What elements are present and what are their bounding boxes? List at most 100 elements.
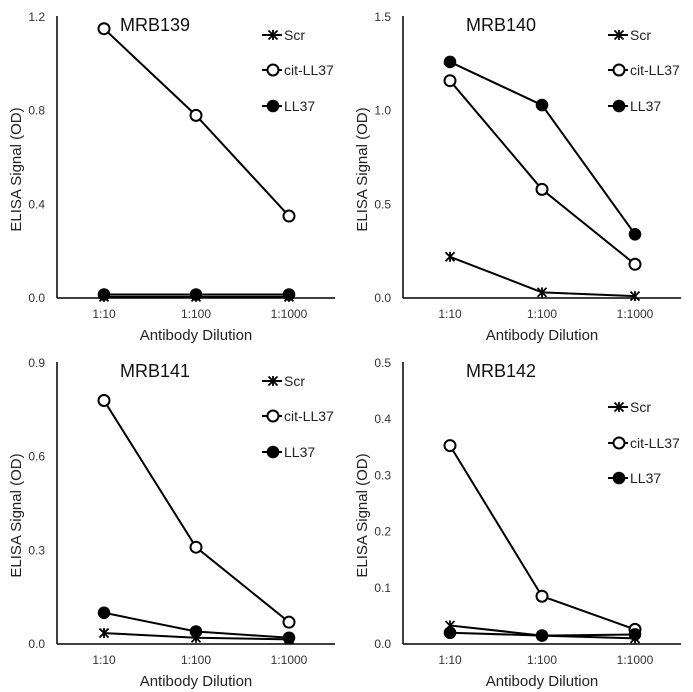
legend-label: cit-LL37 [630, 435, 680, 451]
x-tick-label: 1:10 [92, 307, 116, 321]
legend-marker-cit-ll37 [266, 63, 280, 77]
legend-label: LL37 [284, 98, 315, 114]
data-point-ll37 [282, 288, 296, 301]
legend-item-ll37: LL37 [262, 98, 315, 114]
y-axis-label: ELISA Signal (OD) [8, 453, 25, 577]
y-tick-label: 1.5 [374, 10, 391, 24]
chart-title: MRB139 [120, 15, 190, 35]
series-line-cit-ll37 [103, 27, 290, 217]
legend: Scr cit-LL37 LL37 [262, 373, 334, 460]
legend-marker-scr [613, 401, 625, 413]
data-point-ll37 [443, 55, 457, 69]
data-point-ll37 [443, 626, 457, 640]
y-tick-label: 0.4 [374, 412, 391, 426]
legend-label: Scr [284, 373, 305, 389]
legend-marker-ll37 [266, 99, 280, 113]
x-tick-label: 1:10 [92, 653, 116, 667]
y-tick-label: 1.0 [374, 104, 391, 118]
data-point-cit-ll37 [628, 257, 642, 271]
chart-title: MRB140 [466, 15, 536, 35]
data-point-cit-ll37 [443, 439, 457, 453]
y-tick-label: 0.3 [374, 468, 391, 482]
data-point-cit-ll37 [443, 74, 457, 88]
x-tick-label: 1:100 [181, 307, 211, 321]
y-axis-label: ELISA Signal (OD) [354, 107, 371, 231]
legend-label: LL37 [630, 470, 661, 486]
x-tick-label: 1:1000 [617, 307, 654, 321]
series-line-ll37 [449, 61, 636, 235]
y-tick-label: 0.8 [28, 104, 45, 118]
legend-marker-ll37 [612, 471, 626, 485]
chart-panel-mrb140: 0.0 0.5 1.0 1.5 1:10 1:100 1:1000 MRB140 Antibod… [354, 10, 681, 344]
data-point-ll37 [189, 288, 203, 301]
legend: Scr cit-LL37 LL37 [608, 399, 680, 486]
legend-marker-scr [267, 29, 279, 41]
y-tick-label: 0.0 [374, 291, 391, 305]
data-point-ll37 [97, 288, 111, 301]
chart-title: MRB141 [120, 361, 190, 381]
data-point-scr [536, 287, 548, 298]
data-point-ll37 [628, 628, 642, 641]
legend-item-cit-ll37: cit-LL37 [262, 62, 334, 78]
legend-label: Scr [630, 399, 651, 415]
legend-marker-scr [613, 29, 625, 41]
data-point-ll37 [535, 629, 549, 642]
data-point-ll37 [97, 606, 111, 620]
legend-marker-scr [267, 375, 279, 387]
legend-item-cit-ll37: cit-LL37 [608, 435, 680, 451]
legend-marker-ll37 [612, 99, 626, 113]
legend-marker-cit-ll37 [612, 436, 626, 450]
x-tick-label: 1:100 [527, 307, 557, 321]
x-tick-label: 1:10 [438, 653, 462, 667]
x-tick-label: 1:1000 [271, 307, 308, 321]
y-tick-label: 0.9 [28, 356, 45, 370]
x-tick-label: 1:10 [438, 307, 462, 321]
legend-marker-cit-ll37 [612, 63, 626, 77]
legend-marker-cit-ll37 [266, 409, 280, 423]
legend-label: LL37 [630, 98, 661, 114]
legend-item-scr: Scr [608, 399, 651, 415]
legend-label: cit-LL37 [284, 408, 334, 424]
series-line-cit-ll37 [103, 399, 290, 623]
chart-title: MRB142 [466, 361, 536, 381]
y-tick-label: 1.2 [28, 10, 45, 24]
legend-marker-ll37 [266, 445, 280, 459]
x-axis-label: Antibody Dilution [140, 673, 253, 690]
data-point-cit-ll37 [535, 182, 549, 196]
chart-panel-mrb142: 0.0 0.1 0.2 0.3 0.4 0.5 1:10 1:100 1:1000 MRB142 A… [354, 356, 681, 690]
chart-panel-mrb141: 0.0 0.3 0.6 0.9 1:10 1:100 1:1000 MRB141 Antibod… [8, 356, 335, 690]
legend-label: LL37 [284, 444, 315, 460]
y-tick-label: 0.0 [28, 637, 45, 651]
legend-item-cit-ll37: cit-LL37 [262, 408, 334, 424]
data-point-cit-ll37 [189, 108, 203, 122]
x-axis-label: Antibody Dilution [486, 673, 599, 690]
y-axis-label: ELISA Signal (OD) [8, 107, 25, 231]
y-tick-label: 0.5 [374, 356, 391, 370]
x-tick-label: 1:1000 [617, 653, 654, 667]
y-tick-label: 0.0 [28, 291, 45, 305]
data-point-cit-ll37 [189, 540, 203, 554]
legend-item-scr: Scr [262, 27, 305, 43]
y-tick-label: 0.2 [374, 525, 391, 539]
legend-label: cit-LL37 [284, 62, 334, 78]
data-point-cit-ll37 [282, 615, 296, 629]
legend-item-ll37: LL37 [262, 444, 315, 460]
data-point-cit-ll37 [282, 209, 296, 223]
y-tick-label: 0.1 [374, 581, 391, 595]
legend-item-ll37: LL37 [608, 98, 661, 114]
data-point-scr [444, 251, 456, 262]
data-point-ll37 [628, 228, 642, 241]
data-point-ll37 [282, 631, 296, 645]
x-axis-label: Antibody Dilution [486, 327, 599, 344]
legend-label: Scr [630, 27, 651, 43]
y-tick-label: 0.5 [374, 197, 391, 211]
legend: Scr cit-LL37 LL37 [608, 27, 680, 114]
y-tick-label: 0.0 [374, 637, 391, 651]
x-axis-label: Antibody Dilution [140, 327, 253, 344]
legend-item-scr: Scr [262, 373, 305, 389]
legend-label: cit-LL37 [630, 62, 680, 78]
legend-item-cit-ll37: cit-LL37 [608, 62, 680, 78]
x-tick-label: 1:100 [527, 653, 557, 667]
y-axis-label: ELISA Signal (OD) [354, 453, 371, 577]
